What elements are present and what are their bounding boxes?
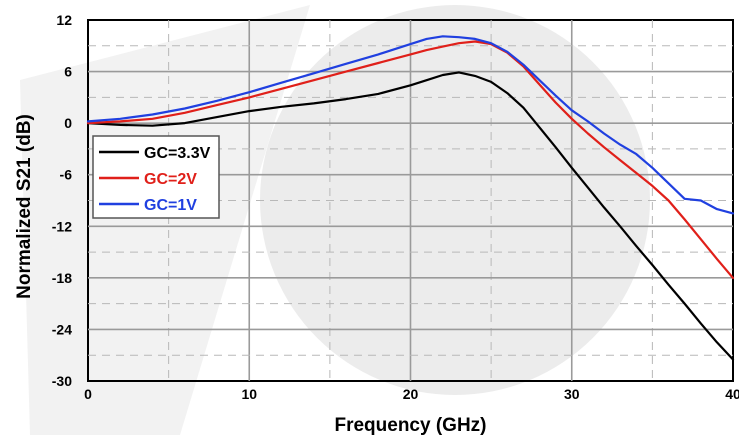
background-watermark — [20, 5, 650, 435]
legend-label: GC=3.3V — [144, 145, 211, 162]
series-line-0 — [86, 71, 735, 361]
x-tick-label: 30 — [564, 386, 580, 402]
y-tick-label: -18 — [52, 270, 72, 286]
x-tick-label: 10 — [241, 386, 257, 402]
x-tick-label: 40 — [725, 386, 739, 402]
legend-label: GC=1V — [144, 197, 197, 214]
y-tick-label: -24 — [52, 321, 72, 337]
y-tick-label: -30 — [52, 373, 72, 389]
y-tick-label: 12 — [56, 12, 72, 28]
series-line-2 — [86, 35, 735, 215]
y-axis-label: Normalized S21 (dB) — [14, 114, 35, 299]
y-tick-label: 6 — [64, 64, 72, 80]
y-tick-label: 0 — [64, 115, 72, 131]
legend-label: GC=2V — [144, 171, 197, 188]
series-lines — [86, 35, 735, 361]
x-tick-label: 0 — [84, 386, 92, 402]
y-tick-label: -6 — [60, 167, 73, 183]
x-tick-label: 20 — [403, 386, 419, 402]
grid — [88, 20, 733, 381]
axis-ticks: 0 10 20 30 40 12 6 0 -6 -12 -18 -24 -30 — [52, 12, 739, 402]
x-axis-label: Frequency (GHz) — [334, 415, 486, 436]
legend: GC=3.3V GC=2V GC=1V — [92, 135, 220, 219]
y-tick-label: -12 — [52, 218, 72, 234]
